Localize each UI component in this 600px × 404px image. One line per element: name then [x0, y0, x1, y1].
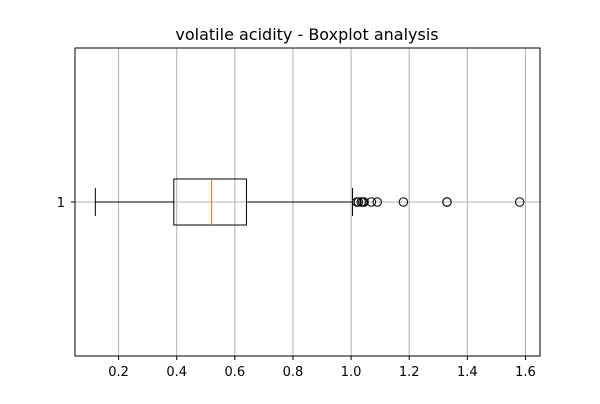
iqr-box [173, 178, 247, 226]
box-elements [94, 178, 525, 226]
plot-frame [74, 47, 541, 357]
x-tick-label: 1.0 [341, 365, 362, 380]
outlier-point [366, 197, 377, 207]
outlier-point [442, 197, 452, 207]
x-tick-label: 1.4 [457, 365, 478, 380]
chart-title: volatile acidity - Boxplot analysis [175, 25, 438, 44]
x-tick-label: 0.4 [166, 365, 187, 380]
outlier-point [398, 197, 409, 207]
outlier-point [353, 197, 364, 207]
x-tick-label: 0.2 [108, 365, 129, 380]
outlier-point [372, 197, 382, 207]
x-tick-label: 1.2 [399, 365, 420, 380]
x-tick-label: 0.6 [225, 365, 246, 380]
axes: 0.2 0.4 0.6 0.8 1.0 1.2 1.4 1.6 1 [57, 196, 536, 380]
x-tick-label: 1.6 [515, 365, 536, 380]
outlier-point [514, 197, 525, 207]
outlier-point [359, 197, 369, 207]
x-tick-label: 0.8 [283, 365, 304, 380]
y-tick-label: 1 [57, 196, 65, 211]
